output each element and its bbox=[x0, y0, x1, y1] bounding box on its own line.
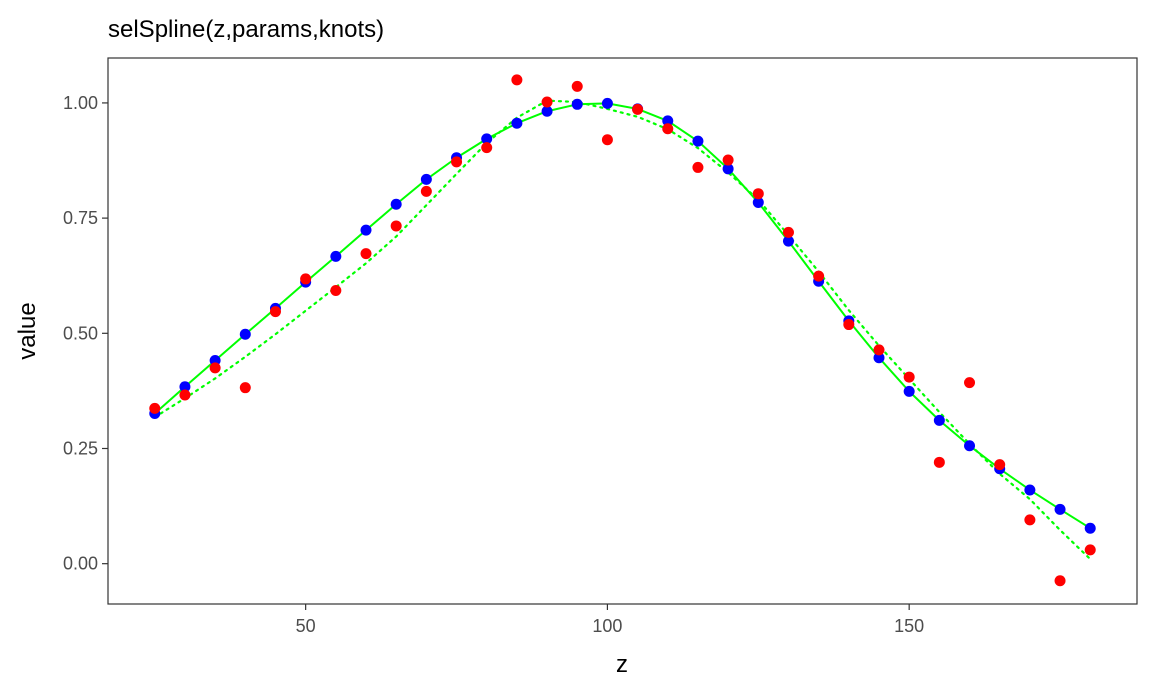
observed-point bbox=[903, 371, 915, 383]
observed-point bbox=[1054, 575, 1066, 587]
observed-point bbox=[873, 344, 885, 356]
fitted-point bbox=[1054, 503, 1066, 515]
y-tick-label: 0.25 bbox=[63, 438, 98, 458]
observed-point bbox=[390, 220, 402, 232]
observed-point bbox=[994, 459, 1006, 471]
x-tick-label: 50 bbox=[296, 616, 316, 636]
fitted-point bbox=[873, 352, 885, 364]
fitted-point bbox=[511, 117, 523, 129]
fitted-point bbox=[360, 224, 372, 236]
y-axis-title: value bbox=[14, 302, 41, 359]
fitted-point bbox=[903, 385, 915, 397]
y-axis: 0.00 0.25 0.50 0.75 1.00 bbox=[63, 93, 108, 574]
observed-point bbox=[752, 188, 764, 200]
observed-point bbox=[451, 156, 463, 168]
observed-point bbox=[601, 134, 613, 146]
observed-point bbox=[843, 319, 855, 331]
observed-point bbox=[782, 226, 794, 238]
observed-point bbox=[964, 377, 976, 389]
y-tick-label: 1.00 bbox=[63, 93, 98, 113]
observed-point bbox=[1024, 514, 1036, 526]
observed-point bbox=[511, 74, 523, 86]
observed-points bbox=[149, 74, 1096, 587]
observed-point bbox=[933, 456, 945, 468]
fitted-point bbox=[1024, 484, 1036, 496]
fitted-point bbox=[692, 135, 704, 147]
fitted-point bbox=[541, 105, 553, 117]
observed-point bbox=[420, 185, 432, 197]
fitted-point bbox=[1084, 522, 1096, 534]
y-tick-label: 0.50 bbox=[63, 323, 98, 343]
fitted-point bbox=[481, 133, 493, 145]
observed-point bbox=[722, 154, 734, 166]
observed-point bbox=[300, 273, 312, 285]
observed-point bbox=[813, 270, 825, 282]
fitted-point bbox=[964, 440, 976, 452]
fitted-point bbox=[662, 115, 674, 127]
fitted-point bbox=[601, 97, 613, 109]
fitted-point bbox=[722, 163, 734, 175]
chart-title: selSpline(z,params,knots) bbox=[108, 16, 384, 43]
y-tick-label: 0.75 bbox=[63, 208, 98, 228]
observed-point bbox=[541, 96, 553, 108]
observed-point bbox=[330, 284, 342, 296]
fitted-point bbox=[239, 328, 251, 340]
observed-point bbox=[632, 103, 644, 115]
observed-point bbox=[1084, 544, 1096, 556]
x-tick-label: 150 bbox=[894, 616, 924, 636]
x-tick-label: 100 bbox=[592, 616, 622, 636]
observed-point bbox=[239, 382, 251, 394]
plot-panel bbox=[107, 57, 1138, 605]
fitted-point bbox=[390, 198, 402, 210]
observed-point bbox=[179, 389, 191, 401]
observed-point bbox=[571, 80, 583, 92]
fitted-point bbox=[571, 98, 583, 110]
fitted-point bbox=[782, 235, 794, 247]
observed-point bbox=[692, 161, 704, 173]
fitted-point bbox=[420, 173, 432, 185]
fitted-point bbox=[330, 250, 342, 262]
true-curve-line bbox=[153, 99, 1092, 561]
observed-point bbox=[269, 306, 281, 318]
observed-point bbox=[209, 362, 221, 374]
y-tick-label: 0.00 bbox=[63, 554, 98, 574]
fitted-point bbox=[933, 414, 945, 426]
observed-point bbox=[481, 142, 493, 154]
x-axis: 50 100 150 bbox=[296, 604, 924, 636]
fitted-point bbox=[752, 196, 764, 208]
true-curve-dotted bbox=[153, 99, 1092, 561]
observed-point bbox=[360, 248, 372, 260]
fitted-point bbox=[179, 381, 191, 393]
x-axis-title: z bbox=[616, 651, 628, 678]
observed-point bbox=[662, 123, 674, 135]
observed-point bbox=[149, 402, 161, 414]
